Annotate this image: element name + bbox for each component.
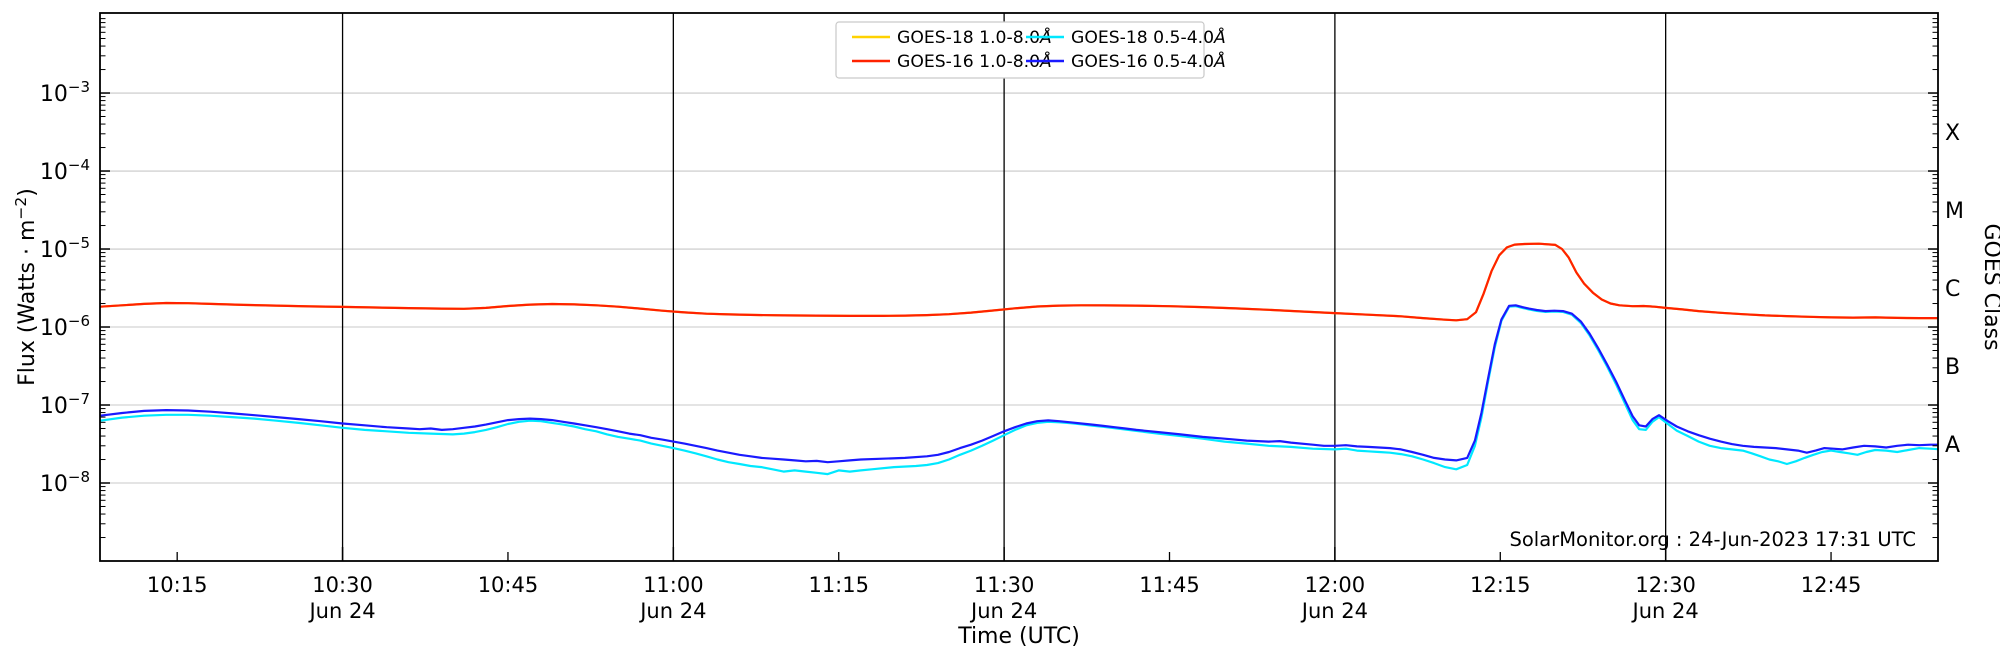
x-ticks xyxy=(176,547,1832,561)
series-line-goes-16-0-5-4-0 xyxy=(100,304,1938,464)
x-tick-date-label: Jun 24 xyxy=(1631,599,1699,623)
x-tick-label: 11:00 xyxy=(643,573,704,597)
y-tick-label: 10−5 xyxy=(40,234,90,263)
x-axis-title: Time (UTC) xyxy=(957,624,1080,649)
horizontal-gridlines xyxy=(100,92,1938,484)
goes-class-label-m: M xyxy=(1945,199,1964,224)
y-tick-labels: 10−3 10−4 10−5 10−6 10−7 10−8 xyxy=(40,78,90,497)
y-axis-title: Flux (Watts · m−2) xyxy=(12,188,40,386)
x-tick-date-label: Jun 24 xyxy=(638,599,706,623)
y-tick-label: 10−6 xyxy=(40,312,90,341)
vertical-gridlines xyxy=(341,13,1667,561)
legend-label-goes-18-0-5-4-0: GOES-18 0.5-4.0Å xyxy=(1071,26,1226,48)
x-tick-label: 12:45 xyxy=(1801,573,1862,597)
goes-class-label-b: B xyxy=(1945,355,1960,380)
right-axis-title: GOES Class xyxy=(1979,223,2000,350)
y-tick-label: 10−3 xyxy=(40,78,90,107)
x-tick-label: 12:00 xyxy=(1305,573,1366,597)
x-tick-date-label: Jun 24 xyxy=(969,599,1037,623)
legend-box xyxy=(835,21,1205,79)
x-tick-label: 11:30 xyxy=(974,573,1035,597)
goes-class-label-c: C xyxy=(1945,277,1960,302)
goes-class-labels: X M C B A xyxy=(1945,121,1964,458)
x-tick-date-label: Jun 24 xyxy=(307,599,375,623)
x-tick-label: 12:30 xyxy=(1635,573,1696,597)
y-tick-label: 10−8 xyxy=(40,468,90,497)
x-tick-label: 11:15 xyxy=(808,573,869,597)
source-annotation: SolarMonitor.org : 24-Jun-2023 17:31 UTC xyxy=(1510,528,1917,551)
x-tick-date-label: Jun 24 xyxy=(1300,599,1368,623)
x-tick-label: 10:45 xyxy=(478,573,539,597)
y-ticks xyxy=(100,18,1938,539)
y-tick-label: 10−7 xyxy=(40,390,90,419)
x-tick-label: 10:30 xyxy=(312,573,373,597)
x-tick-label: 12:15 xyxy=(1470,573,1531,597)
plot-border xyxy=(99,12,1939,562)
x-tick-label: 11:45 xyxy=(1139,573,1200,597)
series-line-goes-16-1-0-8-0 xyxy=(100,242,1938,322)
goes-class-label-x: X xyxy=(1945,121,1960,146)
legend-label-goes-16-0-5-4-0: GOES-16 0.5-4.0Å xyxy=(1071,50,1226,72)
x-tick-label: 10:15 xyxy=(147,573,208,597)
y-tick-label: 10−4 xyxy=(40,156,90,185)
series-lines xyxy=(100,242,1938,476)
goes-class-label-a: A xyxy=(1945,433,1960,458)
